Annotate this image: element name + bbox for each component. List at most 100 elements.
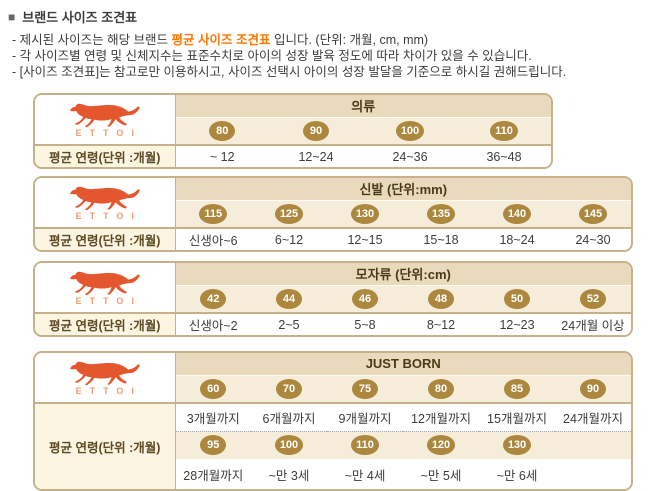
size-badge: 145 [578, 203, 608, 224]
age-row: 평균 연령(단위 :개월) 신생아~2 2~5 5~8 8~12 12~23 2… [35, 313, 631, 335]
intro-line-3: - [사이즈 조견표]는 참고로만 이용하시고, 사이즈 선택시 아이의 성장 … [12, 65, 567, 79]
size-badge: 90 [303, 120, 329, 141]
size-badge: 140 [502, 203, 532, 224]
size-badge: 110 [351, 435, 379, 456]
size-table-clothing: ETTOI 의류 80 90 100 110 평균 연령(단위 :개월) ~ 1… [33, 93, 553, 169]
age-row: 평균 연령(단위 :개월) 신생아~6 6~12 12~15 15~18 18~… [35, 228, 631, 250]
ettoi-horse-logo-icon [69, 186, 140, 210]
age-value: 9개월까지 [327, 403, 403, 431]
age-value: ~만 4세 [327, 459, 403, 489]
size-badge: 80 [209, 120, 236, 141]
ettoi-horse-logo-icon [69, 271, 140, 295]
intro-line-1: - 제시된 사이즈는 해당 브랜드 평균 사이즈 조견표 입니다. (단위: 개… [12, 32, 670, 48]
age-value: 6개월까지 [251, 403, 327, 431]
page-header: ■ 브랜드 사이즈 조견표 - 제시된 사이즈는 해당 브랜드 평균 사이즈 조… [0, 0, 670, 80]
size-badge: 90 [580, 378, 606, 399]
size-badge: 42 [200, 288, 227, 309]
size-badge: 100 [274, 435, 304, 456]
table-title-hats: 모자류 (단위:cm) [175, 263, 631, 286]
intro-line-2: - 각 사이즈별 연령 및 신체지수는 표준수치로 아이의 성장 발육 정도에 … [12, 49, 532, 63]
age-value: 3개월까지 [175, 403, 251, 431]
empty-cell [555, 430, 631, 459]
ettoi-horse-logo-icon [69, 361, 140, 385]
age-value: 12~24 [269, 145, 363, 167]
empty-cell [555, 459, 631, 489]
brand-logo-cell: ETTOI [35, 263, 176, 314]
size-badge: 115 [199, 203, 228, 224]
size-badge: 130 [350, 203, 380, 224]
size-oval-row: 42 44 46 48 50 52 [35, 285, 631, 314]
size-oval-row-2: 95 100 110 120 130 [35, 430, 631, 459]
age-value: 12~23 [479, 313, 555, 335]
size-table-hats: ETTOI 모자류 (단위:cm) 42 44 46 48 50 52 평균 연… [33, 261, 633, 337]
age-value: 5~8 [327, 313, 403, 335]
size-badge: 85 [504, 378, 530, 399]
size-badge: 75 [352, 378, 378, 399]
size-badge: 70 [276, 378, 302, 399]
size-oval-row: 60 70 75 80 85 90 [35, 375, 631, 404]
age-value: 12개월까지 [403, 403, 479, 431]
ettoi-logo-wordmark: ETTOI [75, 127, 142, 138]
page-title-row: ■ 브랜드 사이즈 조견표 [8, 7, 670, 26]
size-badge: 52 [580, 288, 606, 309]
age-value: ~만 3세 [251, 459, 327, 489]
size-badge: 135 [426, 203, 456, 224]
age-row: 평균 연령(단위 :개월) 3개월까지 6개월까지 9개월까지 12개월까지 1… [35, 403, 631, 489]
size-badge: 80 [428, 378, 454, 399]
size-badge: 60 [200, 378, 227, 399]
table-title-just-born: JUST BORN [175, 353, 631, 376]
age-value: 2~5 [251, 313, 327, 335]
size-badge: 120 [426, 435, 456, 456]
size-oval-row: 80 90 100 110 [35, 117, 551, 146]
avg-age-label: 평균 연령(단위 :개월) [35, 145, 176, 167]
size-table-shoes: ETTOI 신발 (단위:mm) 115 125 130 135 140 145… [33, 176, 633, 252]
age-value: 신생아~2 [175, 313, 251, 335]
ettoi-logo-wordmark: ETTOI [75, 385, 142, 396]
table-title-shoes: 신발 (단위:mm) [175, 178, 631, 201]
intro-line-1-post: 입니다. (단위: 개월, cm, mm) [270, 33, 429, 47]
size-badge: 100 [395, 120, 425, 141]
size-badge: 95 [200, 435, 227, 456]
brand-logo-cell: ETTOI [35, 178, 176, 229]
age-value: 15개월까지 [479, 403, 555, 431]
age-value: 18~24 [479, 228, 555, 250]
avg-age-label: 평균 연령(단위 :개월) [35, 228, 176, 250]
age-value: 24~36 [363, 145, 457, 167]
age-value: 12~15 [327, 228, 403, 250]
avg-age-label: 평균 연령(단위 :개월) [35, 403, 176, 489]
intro-line-1-pre: - 제시된 사이즈는 해당 브랜드 [12, 33, 172, 47]
size-badge: 50 [504, 288, 530, 309]
size-badge: 125 [274, 203, 304, 224]
age-value: 28개월까지 [175, 459, 251, 489]
size-badge: 110 [490, 120, 518, 141]
square-bullet-icon: ■ [8, 9, 16, 24]
intro-notes: - 제시된 사이즈는 해당 브랜드 평균 사이즈 조견표 입니다. (단위: 개… [8, 32, 670, 80]
intro-line-1-highlight: 평균 사이즈 조견표 [171, 33, 271, 47]
age-value: 15~18 [403, 228, 479, 250]
age-value: ~ 12 [175, 145, 269, 167]
brand-logo-cell: ETTOI [35, 95, 176, 146]
age-value: 신생아~6 [175, 228, 251, 250]
age-row: 평균 연령(단위 :개월) ~ 12 12~24 24~36 36~48 [35, 145, 551, 167]
age-value: 6~12 [251, 228, 327, 250]
ettoi-logo-wordmark: ETTOI [75, 295, 142, 306]
age-value: 24개월까지 [555, 403, 631, 431]
size-badge: 130 [502, 435, 532, 456]
age-value: 8~12 [403, 313, 479, 335]
brand-logo-cell: ETTOI [35, 353, 176, 404]
size-table-just-born: ETTOI JUST BORN 60 70 75 80 85 90 평균 연령(… [33, 351, 633, 491]
age-value: 24~30 [555, 228, 631, 250]
ettoi-logo-wordmark: ETTOI [75, 210, 142, 221]
size-oval-row: 115 125 130 135 140 145 [35, 200, 631, 229]
table-title-clothing: 의류 [175, 95, 551, 118]
size-badge: 48 [428, 288, 454, 309]
size-badge: 44 [276, 288, 302, 309]
ettoi-horse-logo-icon [69, 103, 140, 127]
page-title: 브랜드 사이즈 조견표 [22, 10, 138, 25]
age-value: ~만 5세 [403, 459, 479, 489]
avg-age-label: 평균 연령(단위 :개월) [35, 313, 176, 335]
age-value: 24개월 이상 [555, 313, 631, 335]
size-badge: 46 [352, 288, 378, 309]
age-value: 36~48 [457, 145, 551, 167]
age-value: ~만 6세 [479, 459, 555, 489]
